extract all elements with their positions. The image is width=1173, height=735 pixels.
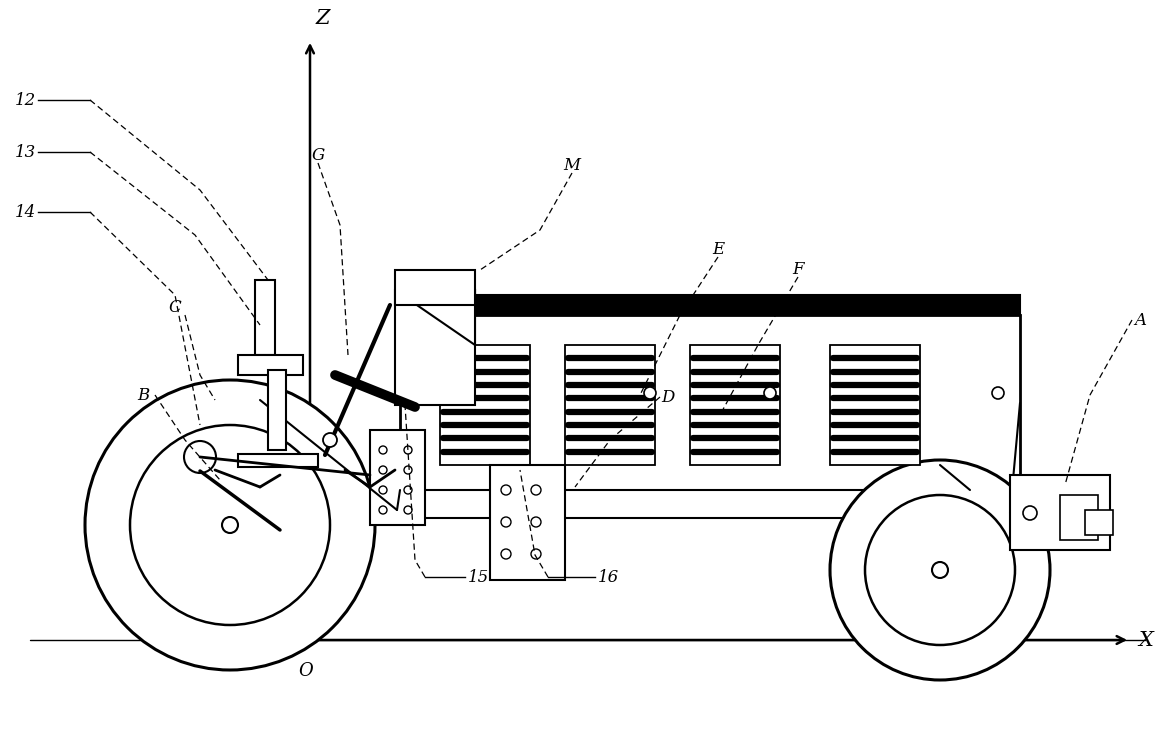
Text: 12: 12 [14,91,35,109]
Text: 15: 15 [467,568,489,586]
Polygon shape [395,290,475,345]
Text: X: X [1138,631,1153,650]
Text: M: M [563,157,581,173]
Text: D: D [662,389,674,406]
Bar [490,465,565,580]
Text: 13: 13 [14,143,35,160]
Circle shape [379,446,387,454]
Text: 14: 14 [14,204,35,220]
Text: B: B [137,387,149,404]
Text: E: E [712,240,724,257]
Circle shape [379,506,387,514]
Circle shape [379,466,387,474]
Text: A: A [1134,312,1146,329]
Circle shape [84,380,375,670]
Circle shape [130,425,330,625]
Circle shape [404,506,412,514]
Circle shape [644,387,656,399]
Circle shape [764,387,777,399]
Circle shape [531,485,541,495]
Bar [255,280,274,355]
Circle shape [531,517,541,527]
Text: 16: 16 [597,568,618,586]
Circle shape [184,441,216,473]
Circle shape [404,466,412,474]
Circle shape [992,387,1004,399]
Text: Z: Z [316,9,331,28]
Bar [1085,510,1113,535]
Text: C: C [169,298,182,315]
Bar [400,295,1021,315]
Circle shape [865,495,1015,645]
Circle shape [404,486,412,494]
Bar [1010,475,1110,550]
Circle shape [222,517,238,533]
Circle shape [1023,506,1037,520]
Circle shape [323,433,337,447]
Bar [565,345,655,465]
Circle shape [379,486,387,494]
Bar [395,270,475,305]
Bar [400,490,1021,518]
Text: F: F [792,260,804,278]
Bar [267,370,286,450]
Bar [400,315,1021,490]
Circle shape [830,460,1050,680]
Circle shape [501,485,511,495]
Circle shape [933,562,948,578]
Bar [830,345,920,465]
Circle shape [501,549,511,559]
Bar [690,345,780,465]
Bar [440,345,530,465]
Text: G: G [311,146,325,163]
Circle shape [531,549,541,559]
Circle shape [404,446,412,454]
Bar [369,430,425,525]
Bar [238,454,318,467]
Text: O: O [299,662,313,680]
Bar [1060,495,1098,540]
Bar [395,290,475,405]
Circle shape [416,387,428,399]
Bar [238,355,303,375]
Circle shape [501,517,511,527]
